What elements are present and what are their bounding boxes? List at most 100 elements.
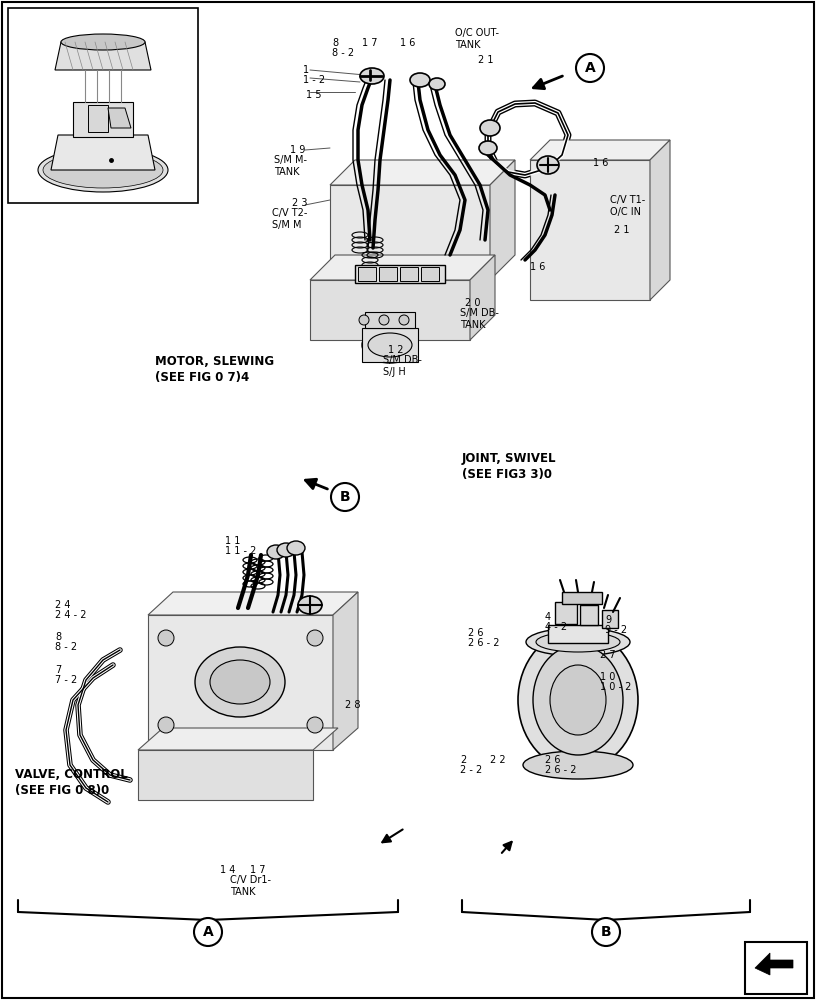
Ellipse shape: [368, 333, 412, 357]
Polygon shape: [138, 728, 338, 750]
Text: 4 - 2: 4 - 2: [545, 622, 567, 632]
Ellipse shape: [399, 315, 409, 325]
Ellipse shape: [536, 632, 620, 652]
Text: C/V Dr1-
TANK: C/V Dr1- TANK: [230, 875, 271, 897]
Text: B: B: [601, 925, 611, 939]
Text: 2 4 - 2: 2 4 - 2: [55, 610, 86, 620]
Text: 2 6 - 2: 2 6 - 2: [545, 765, 576, 775]
Text: 1 1: 1 1: [225, 536, 241, 546]
Bar: [421, 267, 439, 281]
Polygon shape: [755, 953, 793, 975]
Ellipse shape: [523, 751, 633, 779]
Text: 4: 4: [545, 612, 551, 622]
Text: 2 7: 2 7: [600, 650, 615, 660]
Ellipse shape: [360, 68, 384, 84]
Text: 1 7: 1 7: [362, 38, 378, 48]
Ellipse shape: [158, 717, 174, 733]
Ellipse shape: [195, 647, 285, 717]
Polygon shape: [470, 255, 495, 340]
Text: S/M DB-
S/J H: S/M DB- S/J H: [383, 355, 422, 377]
Bar: [562, 592, 602, 604]
Text: S/M M-
TANK: S/M M- TANK: [274, 155, 307, 177]
Text: 2 8: 2 8: [345, 700, 361, 710]
Polygon shape: [330, 160, 515, 185]
Text: A: A: [202, 925, 213, 939]
Ellipse shape: [576, 54, 604, 82]
Ellipse shape: [592, 918, 620, 946]
Polygon shape: [88, 105, 108, 132]
Text: S/M DB-
TANK: S/M DB- TANK: [460, 308, 499, 330]
Bar: [580, 605, 598, 625]
Text: 2 6: 2 6: [545, 755, 561, 765]
Ellipse shape: [194, 918, 222, 946]
Text: 8 - 2: 8 - 2: [332, 48, 354, 58]
Polygon shape: [650, 140, 670, 300]
Text: 2 6: 2 6: [468, 628, 484, 638]
Polygon shape: [530, 140, 670, 160]
Bar: [548, 625, 608, 643]
Text: 1 0: 1 0: [600, 672, 615, 682]
Ellipse shape: [298, 596, 322, 614]
Ellipse shape: [379, 315, 389, 325]
Text: JOINT, SWIVEL
(SEE FIG3 3)0: JOINT, SWIVEL (SEE FIG3 3)0: [462, 452, 557, 481]
Bar: [358, 267, 376, 281]
Bar: [745, 942, 807, 994]
Polygon shape: [55, 42, 151, 70]
Text: 7 - 2: 7 - 2: [55, 675, 78, 685]
Ellipse shape: [38, 148, 168, 192]
Text: 9: 9: [605, 615, 611, 625]
Ellipse shape: [518, 630, 638, 770]
Polygon shape: [108, 108, 131, 128]
Text: 2 1: 2 1: [478, 55, 494, 65]
Polygon shape: [333, 592, 358, 750]
Text: 2 6 - 2: 2 6 - 2: [468, 638, 499, 648]
Polygon shape: [530, 160, 650, 300]
Ellipse shape: [533, 645, 623, 755]
Ellipse shape: [429, 78, 445, 90]
Text: 2 4: 2 4: [55, 600, 70, 610]
Ellipse shape: [359, 315, 369, 325]
Text: 1 1 - 2: 1 1 - 2: [225, 546, 256, 556]
Text: 2 2: 2 2: [490, 755, 506, 765]
Ellipse shape: [362, 327, 418, 363]
Text: 1 4: 1 4: [220, 865, 235, 875]
Polygon shape: [365, 312, 415, 328]
Text: 1 7: 1 7: [250, 865, 265, 875]
Polygon shape: [330, 185, 490, 280]
Text: 2 0: 2 0: [465, 298, 481, 308]
Ellipse shape: [277, 543, 295, 557]
Ellipse shape: [331, 483, 359, 511]
Polygon shape: [138, 750, 313, 800]
Text: O/C OUT-
TANK: O/C OUT- TANK: [455, 28, 499, 50]
Text: 1 6: 1 6: [530, 262, 545, 272]
Ellipse shape: [158, 630, 174, 646]
Text: 1: 1: [303, 65, 309, 75]
Ellipse shape: [479, 141, 497, 155]
Polygon shape: [148, 592, 358, 615]
Ellipse shape: [307, 717, 323, 733]
Text: 1 5: 1 5: [306, 90, 322, 100]
Bar: [355, 265, 445, 283]
Polygon shape: [362, 328, 418, 362]
Text: A: A: [584, 61, 596, 75]
Polygon shape: [51, 135, 155, 170]
Text: 8: 8: [55, 632, 61, 642]
Ellipse shape: [526, 628, 630, 656]
Text: 7: 7: [55, 665, 61, 675]
Bar: [379, 267, 397, 281]
Text: C/V T2-
S/M M: C/V T2- S/M M: [272, 208, 308, 230]
Ellipse shape: [287, 541, 305, 555]
Bar: [400, 267, 418, 281]
Ellipse shape: [307, 630, 323, 646]
Text: C/V T1-
O/C IN: C/V T1- O/C IN: [610, 195, 645, 217]
Ellipse shape: [537, 156, 559, 174]
Text: 1 6: 1 6: [400, 38, 415, 48]
Text: MOTOR, SLEWING
(SEE FIG 0 7)4: MOTOR, SLEWING (SEE FIG 0 7)4: [155, 355, 274, 384]
Text: 2 1: 2 1: [614, 225, 629, 235]
Text: 9 - 2: 9 - 2: [605, 625, 628, 635]
Text: 1 - 2: 1 - 2: [303, 75, 325, 85]
Ellipse shape: [410, 73, 430, 87]
Polygon shape: [310, 255, 495, 280]
Ellipse shape: [480, 120, 500, 136]
Text: 1 2: 1 2: [388, 345, 403, 355]
